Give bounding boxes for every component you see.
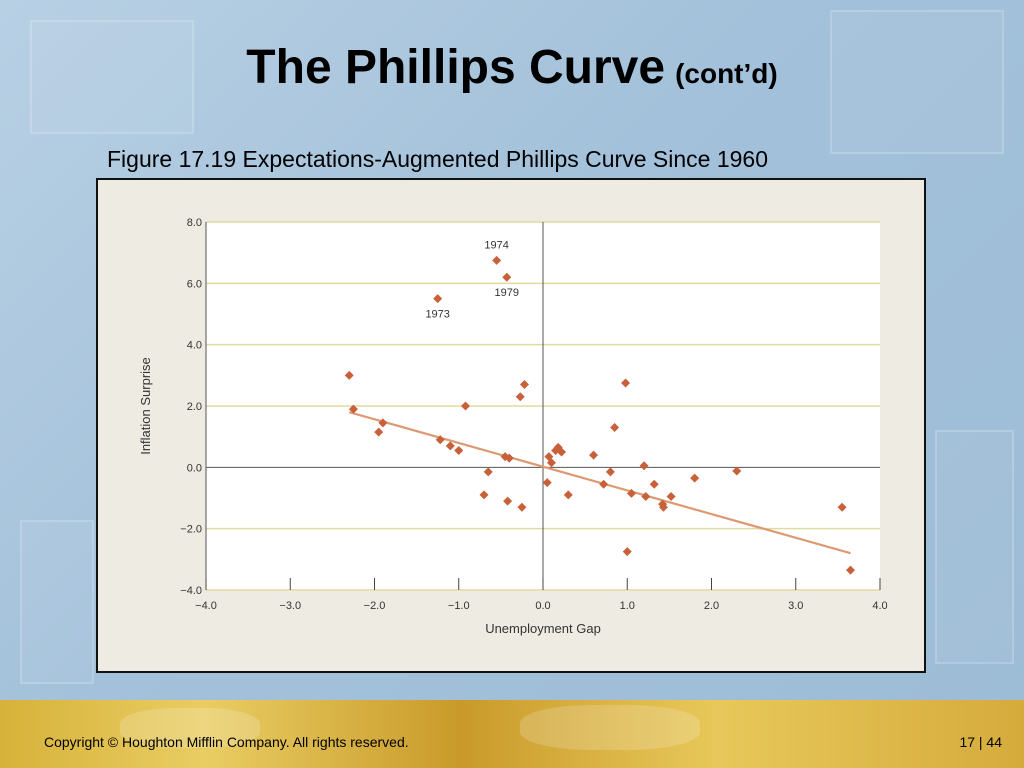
footer-decoration: [120, 708, 260, 748]
data-point: [479, 490, 489, 500]
x-tick-label: 1.0: [620, 600, 635, 612]
y-tick-label: 0.0: [187, 462, 202, 474]
data-point: [605, 467, 615, 477]
y-tick-label: −4.0: [180, 585, 202, 597]
data-point: [658, 502, 668, 512]
background-tile: [20, 520, 94, 684]
slide-title-sub: (cont’d): [675, 58, 778, 89]
data-point: [610, 422, 620, 432]
data-point: [557, 447, 567, 457]
figure-frame: −4.0 −3.0 −2.0 −1.0 0.0 1.0 2.0 3.0 4.0 −4.0 −2.0 0…: [96, 178, 926, 673]
background-tile: [830, 10, 1004, 154]
data-point: [626, 488, 636, 498]
y-tick-label: 6.0: [187, 278, 202, 290]
y-tick-label: 4.0: [187, 340, 202, 352]
data-point: [837, 502, 847, 512]
figure-caption: Figure 17.19 Expectations-Augmented Phil…: [107, 146, 768, 172]
data-point: [519, 380, 529, 390]
data-point: [378, 418, 388, 428]
data-point: [344, 370, 354, 380]
data-point: [542, 478, 552, 488]
data-point: [445, 441, 455, 451]
x-tick-label: −1.0: [448, 600, 470, 612]
data-point: [515, 392, 525, 402]
data-point: [374, 427, 384, 437]
scatter-chart: −4.0 −3.0 −2.0 −1.0 0.0 1.0 2.0 3.0 4.0 −4.0 −2.0 0…: [138, 217, 888, 636]
data-point: [621, 378, 631, 388]
y-tick-label: −2.0: [180, 524, 202, 536]
data-point: [589, 450, 599, 460]
data-point: [433, 294, 443, 304]
trend-line: [348, 411, 851, 555]
footer-bar: Copyright © Houghton Mifflin Company. Al…: [0, 700, 1024, 768]
background-tile: [935, 430, 1014, 664]
data-point: [435, 435, 445, 445]
data-point: [732, 466, 742, 476]
data-point: [622, 547, 632, 557]
x-axis-title: Unemployment Gap: [485, 621, 601, 636]
data-point: [504, 453, 514, 463]
data-point: [846, 565, 856, 575]
data-point: [666, 491, 676, 501]
background-tile: [30, 20, 194, 134]
x-tick-label: 0.0: [535, 600, 550, 612]
slide-title-main: The Phillips Curve: [246, 41, 666, 94]
data-point: [690, 473, 700, 483]
x-tick-label: −2.0: [364, 600, 386, 612]
x-tick-label: −4.0: [195, 600, 217, 612]
slide-title: The Phillips Curve (cont’d): [0, 40, 1024, 95]
annotation-label: 1974: [484, 239, 508, 251]
annotation-label: 1979: [495, 287, 519, 299]
data-point: [517, 502, 527, 512]
data-point: [502, 272, 512, 282]
data-point: [563, 490, 573, 500]
data-point: [553, 442, 563, 452]
y-axis-title: Inflation Surprise: [138, 357, 153, 455]
data-point: [460, 401, 470, 411]
data-point: [503, 496, 513, 506]
data-point: [641, 491, 651, 501]
data-point: [492, 255, 502, 265]
x-tick-label: 4.0: [872, 600, 887, 612]
x-tick-label: 2.0: [704, 600, 719, 612]
page-number: 17 | 44: [959, 734, 1002, 750]
data-point: [649, 479, 659, 489]
x-tick-label: −3.0: [279, 600, 301, 612]
annotation-label: 1973: [425, 309, 449, 321]
copyright-notice: Copyright © Houghton Mifflin Company. Al…: [44, 734, 409, 750]
footer-decoration: [520, 705, 700, 750]
y-tick-label: 8.0: [187, 217, 202, 229]
data-point: [546, 458, 556, 468]
data-point: [599, 479, 609, 489]
data-point: [454, 445, 464, 455]
y-tick-label: 2.0: [187, 401, 202, 413]
data-point: [483, 467, 493, 477]
data-point: [639, 461, 649, 471]
data-point: [348, 404, 358, 414]
x-tick-label: 3.0: [788, 600, 803, 612]
